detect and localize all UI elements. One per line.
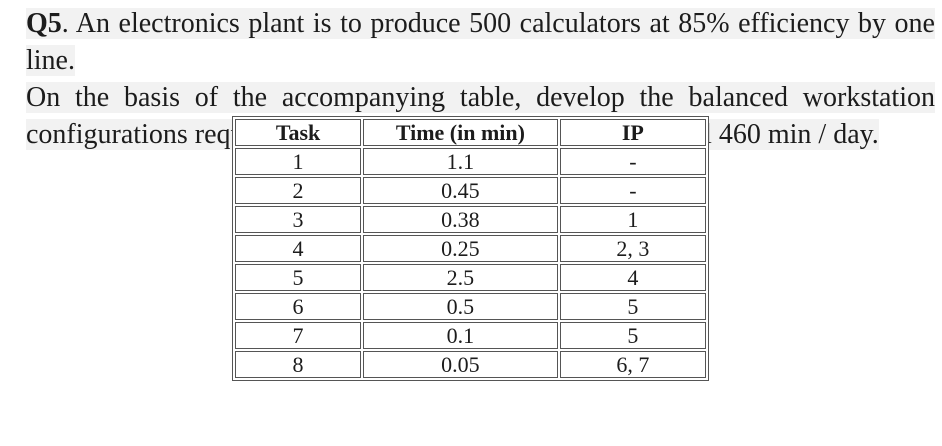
table-row: 1 1.1-: [235, 148, 706, 175]
table-row: 5 2.5 4: [235, 264, 706, 291]
header-task: Task: [235, 119, 362, 146]
table-cell: -: [559, 148, 706, 175]
table-cell: 1: [559, 206, 706, 233]
table-cell: -: [559, 177, 706, 204]
question-line-2-text: On the basis of the accompanying table, …: [26, 82, 935, 113]
table-cell: 5: [559, 293, 706, 320]
table-cell: 1.1: [363, 148, 558, 175]
table-cell: 0.38: [363, 206, 558, 233]
question-line-2: On the basis of the accompanying table, …: [26, 79, 935, 116]
table-cell: 6, 7: [559, 351, 706, 378]
table-cell: 0.45: [363, 177, 558, 204]
table-cell: 1: [235, 148, 362, 175]
table-cell: 6: [235, 293, 362, 320]
table-cell: 4: [235, 235, 362, 262]
table-header-row: Task Time (in min) IP: [235, 119, 706, 146]
table-cell: 2: [235, 177, 362, 204]
table-row: 2 0.45-: [235, 177, 706, 204]
table-cell: 2.5: [363, 264, 558, 291]
table-cell: 8: [235, 351, 362, 378]
table-cell: 4: [559, 264, 706, 291]
table-cell: 0.5: [363, 293, 558, 320]
table-row: 8 0.05 6, 7: [235, 351, 706, 378]
question-label: Q5: [26, 8, 62, 39]
table-cell: 0.05: [363, 351, 558, 378]
header-time: Time (in min): [363, 119, 558, 146]
table-row: 7 0.1 5: [235, 322, 706, 349]
table-cell: 0.25: [363, 235, 558, 262]
table-cell: 0.1: [363, 322, 558, 349]
table-cell: 3: [235, 206, 362, 233]
table-cell: 7: [235, 322, 362, 349]
task-table-body: 1 1.1-2 0.45-3 0.38 1 4 0.25 2, 3 5 2.5 4 6 0.5 5 7 0.1…: [235, 148, 706, 378]
question-line-1: Q5. An electronics plant is to produce 5…: [26, 5, 935, 79]
table-row: 4 0.25 2, 3: [235, 235, 706, 262]
header-ip: IP: [559, 119, 706, 146]
table-cell: 5: [235, 264, 362, 291]
task-table: Task Time (in min) IP 1 1.1-2 0.45-3 0.38 1 4…: [232, 116, 709, 381]
question-line-1-text: . An electronics plant is to produce 500…: [26, 8, 935, 76]
table-cell: 5: [559, 322, 706, 349]
table-cell: 2, 3: [559, 235, 706, 262]
table-row: 6 0.5 5: [235, 293, 706, 320]
table-row: 3 0.38 1: [235, 206, 706, 233]
